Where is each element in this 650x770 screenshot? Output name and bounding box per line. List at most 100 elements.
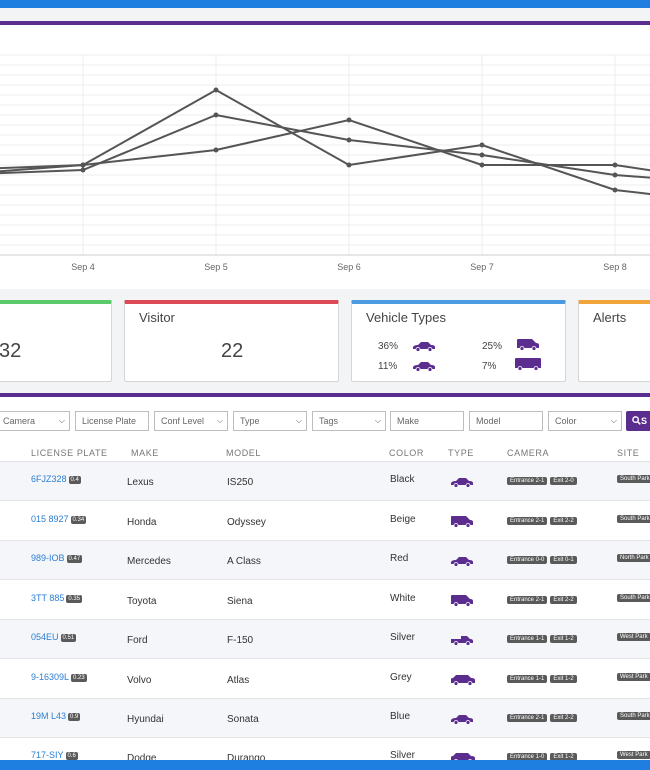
table-row[interactable]: 989-IOB 0.47 Mercedes A Class Red Entrance 0-… [0, 541, 650, 580]
camera-badge[interactable]: Exit 2-2 [550, 517, 577, 525]
camera-badge[interactable]: Entrance 2-1 [507, 477, 548, 485]
data-point[interactable] [479, 152, 485, 158]
license-plate-text[interactable]: 989-IOB [31, 553, 65, 563]
col-header-license-plate[interactable]: LICENSE PLATE [31, 448, 108, 458]
type-filter[interactable]: Type ⌵ [233, 411, 307, 431]
site-badge[interactable]: West Park [617, 673, 650, 681]
color-cell: Silver [390, 750, 416, 760]
model-input[interactable]: Model [469, 411, 543, 431]
license-plate-text[interactable]: 9-16309L [31, 672, 70, 682]
table-row[interactable]: 19M L43 0.9 Hyundai Sonata Blue Entrance 2-1 E… [0, 699, 650, 738]
col-header-camera[interactable]: CAMERA [507, 448, 550, 458]
data-point[interactable] [213, 147, 219, 153]
license-plate-link[interactable]: 19M L43 0.9 [31, 711, 81, 721]
license-plate-text[interactable]: 3TT 885 [31, 593, 65, 603]
search-button[interactable]: S [626, 411, 650, 431]
camera-badge[interactable]: Entrance 2-1 [507, 596, 548, 604]
alerts-card[interactable]: Alerts [578, 300, 650, 382]
table-row[interactable]: 6FJZ328 0.4 Lexus IS250 Black Entrance 2-1 Exi… [0, 462, 650, 501]
license-plate-text[interactable]: 717-SIY [31, 750, 64, 760]
data-point[interactable] [346, 137, 352, 143]
tags-filter[interactable]: Tags ⌵ [312, 411, 386, 431]
camera-badge[interactable]: Exit 1-2 [550, 675, 577, 683]
camera-badge[interactable]: Entrance 2-1 [507, 517, 548, 525]
data-point[interactable] [612, 172, 618, 178]
confidence-badge: 0.6 [65, 752, 78, 760]
camera-badge[interactable]: Exit 2-2 [550, 714, 577, 722]
camera-badge[interactable]: Exit 1-2 [550, 635, 577, 643]
col-header-site[interactable]: SITE [617, 448, 640, 458]
license-plate-link[interactable]: 9-16309L 0.23 [31, 672, 87, 682]
site-badge[interactable]: West Park [617, 751, 650, 759]
data-point[interactable] [346, 162, 352, 168]
data-point[interactable] [612, 162, 618, 168]
conf-level-filter[interactable]: Conf Level ⌵ [154, 411, 228, 431]
make-cell: Honda [127, 517, 157, 528]
visitor-count: 22 [221, 340, 244, 362]
site-badge[interactable]: West Park [617, 633, 650, 641]
site-badge[interactable]: North Park [617, 554, 650, 562]
camera-badge[interactable]: Exit 0-1 [550, 556, 577, 564]
camera-badge[interactable]: Entrance 1-1 [507, 675, 548, 683]
residents-card[interactable]: 32 [0, 300, 112, 382]
camera-badge[interactable]: Entrance 2-1 [507, 714, 548, 722]
license-plate-text[interactable]: 015 8927 [31, 514, 69, 524]
camera-badge[interactable]: Entrance 0-0 [507, 556, 548, 564]
site-badge[interactable]: South Park [617, 475, 650, 483]
license-plate-text[interactable]: 054EU [31, 632, 59, 642]
make-input[interactable]: Make [390, 411, 464, 431]
vehicle-types-card[interactable]: Vehicle Types 36% 25% 11% 7% [351, 300, 566, 382]
license-plate-input[interactable]: License Plate [75, 411, 149, 431]
truck-percent: 7% [482, 361, 497, 372]
data-point[interactable] [80, 162, 86, 168]
license-plate-text[interactable]: 19M L43 [31, 711, 67, 721]
data-point[interactable] [479, 162, 485, 168]
sedan-icon [413, 362, 435, 372]
camera-cell: Entrance 2-1 Exit 2-2 [507, 514, 580, 525]
license-plate-link[interactable]: 717-SIY 0.6 [31, 750, 78, 760]
data-point[interactable] [213, 112, 219, 118]
data-point[interactable] [612, 187, 618, 193]
chevron-down-icon: ⌵ [58, 416, 65, 425]
license-plate-link[interactable]: 6FJZ328 0.4 [31, 474, 81, 484]
camera-badge[interactable]: Exit 2-2 [550, 596, 577, 604]
table-row[interactable]: 9-16309L 0.23 Volvo Atlas Grey Entrance 1-1 Ex… [0, 660, 650, 699]
data-point[interactable] [479, 142, 485, 148]
table-row[interactable]: 015 8927 0.34 Honda Odyssey Beige Entrance 2-… [0, 502, 650, 541]
col-header-make[interactable]: MAKE [131, 448, 159, 458]
camera-badge[interactable]: Entrance 1-0 [507, 753, 548, 760]
site-badge[interactable]: South Park [617, 515, 650, 523]
visitor-card[interactable]: Visitor 22 [124, 300, 339, 382]
color-cell: Grey [390, 672, 412, 683]
data-point[interactable] [80, 167, 86, 173]
camera-badge[interactable]: Exit 1-2 [550, 753, 577, 760]
header-divider [0, 461, 650, 462]
compact-percent: 11% [378, 361, 398, 372]
color-cell: Beige [390, 514, 416, 525]
camera-badge[interactable]: Entrance 1-1 [507, 635, 548, 643]
col-header-type[interactable]: TYPE [448, 448, 474, 458]
col-header-color[interactable]: COLOR [389, 448, 425, 458]
table-row[interactable]: 3TT 885 0.35 Toyota Siena White Entrance 2-1 E… [0, 581, 650, 620]
camera-cell: Entrance 0-0 Exit 0-1 [507, 553, 580, 564]
camera-badge[interactable]: Exit 2-0 [550, 477, 577, 485]
sedan-icon [450, 712, 474, 730]
col-header-model[interactable]: MODEL [226, 448, 262, 458]
site-badge[interactable]: South Park [617, 712, 650, 720]
camera-filter[interactable]: Camera ⌵ [0, 411, 70, 431]
license-plate-link[interactable]: 3TT 885 0.35 [31, 593, 83, 603]
table-row[interactable]: 054EU 0.51 Ford F-150 Silver Entrance 1-1 Exit… [0, 620, 650, 659]
license-plate-text[interactable]: 6FJZ328 [31, 474, 67, 484]
license-plate-link[interactable]: 054EU 0.51 [31, 632, 77, 642]
data-point[interactable] [213, 87, 219, 93]
site-badge[interactable]: South Park [617, 594, 650, 602]
color-filter[interactable]: Color ⌵ [548, 411, 622, 431]
residents-count: 32 [0, 340, 22, 362]
confidence-badge: 0.9 [68, 713, 81, 721]
suv-icon [450, 673, 476, 691]
table-row[interactable]: 717-SIY 0.6 Dodge Durango Silver Entrance 1-0… [0, 738, 650, 760]
license-plate-link[interactable]: 015 8927 0.34 [31, 514, 87, 524]
data-point[interactable] [346, 117, 352, 123]
license-plate-link[interactable]: 989-IOB 0.47 [31, 553, 83, 563]
camera-filter-label: Camera [3, 416, 36, 426]
